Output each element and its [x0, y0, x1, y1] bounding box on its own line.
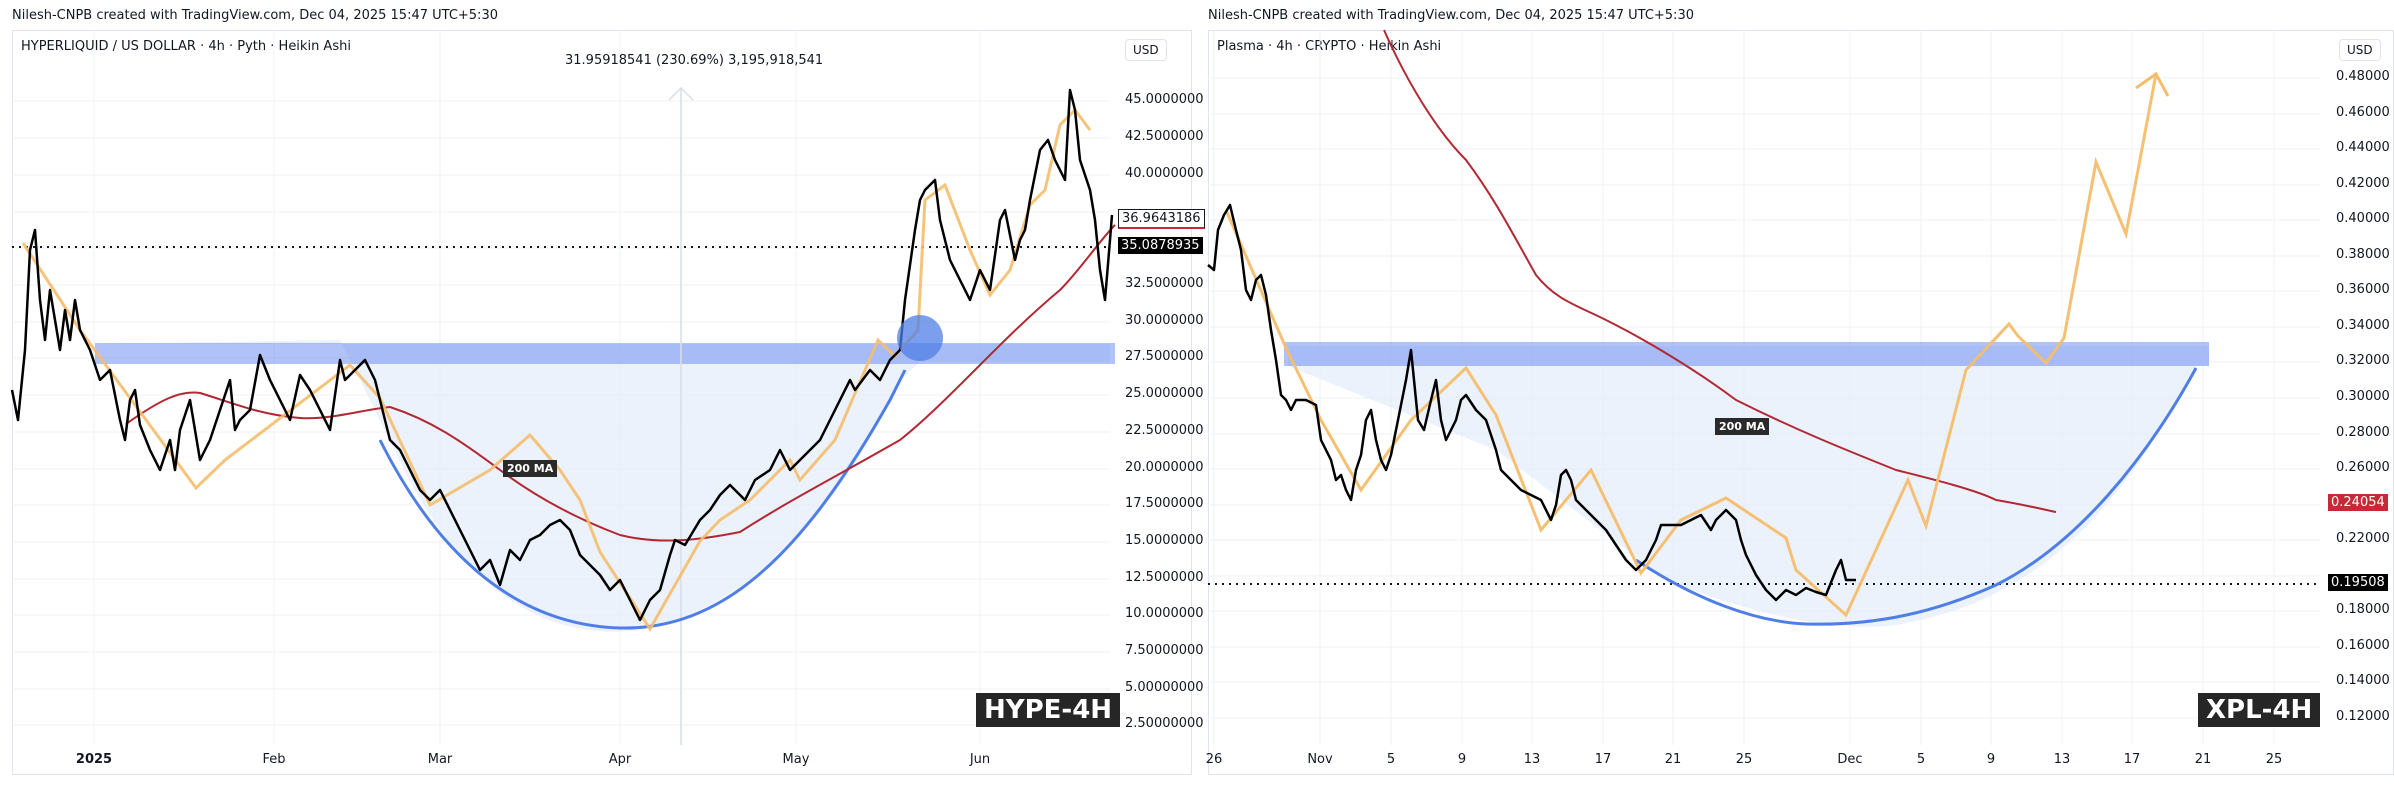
y-tick: 0.16000 [2336, 638, 2390, 653]
x-tick: Apr [608, 752, 632, 767]
zigzag-projection [1224, 73, 2158, 618]
y-tick: 17.5000000 [1125, 496, 1204, 511]
x-tick: 21 [2194, 752, 2212, 767]
x-tick: May [782, 752, 810, 767]
hype-plot[interactable] [0, 0, 1192, 800]
x-tick: Mar [427, 752, 453, 767]
cup-fill [95, 340, 1110, 632]
xpl-chart-panel: Nilesh-CNPB created with TradingView.com… [1196, 0, 2394, 800]
y-tick: 20.0000000 [1125, 460, 1204, 475]
y-tick: 0.14000 [2336, 673, 2390, 688]
x-tick: 9 [1986, 752, 1996, 767]
currency-button[interactable]: USD [1125, 39, 1167, 61]
y-tick: 10.0000000 [1125, 606, 1204, 621]
y-tick: 0.48000 [2336, 69, 2390, 84]
x-tick: 17 [2123, 752, 2141, 767]
x-tick: Jun [969, 752, 991, 767]
y-tick: 25.0000000 [1125, 386, 1204, 401]
symbol-title: Plasma · 4h · CRYPTO · Heikin Ashi [1217, 39, 1442, 54]
y-tick: 0.26000 [2336, 460, 2390, 475]
xpl-plot[interactable] [1196, 0, 2394, 800]
y-tick: 22.5000000 [1125, 423, 1204, 438]
x-tick: 9 [1457, 752, 1467, 767]
last-price-tag: 35.0878935 [1118, 237, 1203, 254]
y-tick: 0.12000 [2336, 709, 2390, 724]
y-tick: 40.0000000 [1125, 166, 1204, 181]
y-tick: 42.5000000 [1125, 129, 1204, 144]
x-tick: 13 [1523, 752, 1541, 767]
y-tick: 0.32000 [2336, 353, 2390, 368]
resistance-band [95, 343, 1115, 364]
cup-curve [378, 369, 907, 630]
y-tick: 0.44000 [2336, 140, 2390, 155]
ma-label: 200 MA [503, 460, 558, 477]
y-tick: 15.0000000 [1125, 533, 1204, 548]
x-tick: Dec [1837, 752, 1863, 767]
x-tick: Feb [262, 752, 286, 767]
resistance-band [1284, 342, 2209, 366]
x-tick: 21 [1664, 752, 1682, 767]
symbol-badge: HYPE-4H [976, 693, 1121, 727]
currency-button[interactable]: USD [2339, 39, 2381, 61]
y-tick: 0.36000 [2336, 282, 2390, 297]
cup-fill [1288, 346, 2209, 627]
x-tick: 13 [2053, 752, 2071, 767]
ma-200-line [1383, 29, 2057, 513]
y-tick: 0.22000 [2336, 531, 2390, 546]
y-tick: 0.38000 [2336, 247, 2390, 262]
x-tick: Nov [1307, 752, 1333, 767]
ma-price-tag: 36.9643186 [1118, 209, 1205, 229]
last-price-tag: 0.19508 [2328, 574, 2388, 591]
breakout-circle [897, 315, 943, 361]
ma-200-line [125, 224, 1116, 542]
y-tick: 0.18000 [2336, 602, 2390, 617]
x-tick: 25 [1735, 752, 1753, 767]
price-series [1207, 203, 1856, 602]
y-tick: 0.30000 [2336, 389, 2390, 404]
zigzag-pattern [21, 107, 1092, 632]
y-tick: 27.5000000 [1125, 349, 1204, 364]
hype-chart-panel: Nilesh-CNPB created with TradingView.com… [0, 0, 1205, 800]
y-tick: 45.0000000 [1125, 92, 1204, 107]
chart-credit: Nilesh-CNPB created with TradingView.com… [12, 8, 498, 23]
ma-price-tag: 0.24054 [2328, 494, 2388, 511]
measure-label: 31.95918541 (230.69%) 3,195,918,541 [565, 53, 824, 68]
y-tick: 12.5000000 [1125, 570, 1204, 585]
x-tick: 26 [1205, 752, 1223, 767]
x-tick: 17 [1594, 752, 1612, 767]
symbol-title: HYPERLIQUID / US DOLLAR · 4h · Pyth · He… [21, 39, 351, 54]
y-tick: 7.50000000 [1125, 643, 1204, 658]
projection-arrowhead [2135, 71, 2170, 97]
y-tick: 32.5000000 [1125, 276, 1204, 291]
y-tick: 0.46000 [2336, 105, 2390, 120]
x-tick: 5 [1916, 752, 1926, 767]
y-tick: 0.42000 [2336, 176, 2390, 191]
y-tick: 0.34000 [2336, 318, 2390, 333]
cup-curve [1635, 367, 2198, 626]
y-tick: 0.28000 [2336, 425, 2390, 440]
ma-label: 200 MA [1715, 418, 1770, 435]
price-series [10, 88, 1114, 622]
chart-credit: Nilesh-CNPB created with TradingView.com… [1208, 8, 1694, 23]
y-tick: 30.0000000 [1125, 313, 1204, 328]
y-tick: 2.50000000 [1125, 716, 1204, 731]
x-tick: 2025 [75, 752, 113, 767]
y-tick: 5.00000000 [1125, 680, 1204, 695]
symbol-badge: XPL-4H [2198, 693, 2321, 727]
x-tick: 5 [1386, 752, 1396, 767]
y-tick: 0.40000 [2336, 211, 2390, 226]
x-tick: 25 [2265, 752, 2283, 767]
